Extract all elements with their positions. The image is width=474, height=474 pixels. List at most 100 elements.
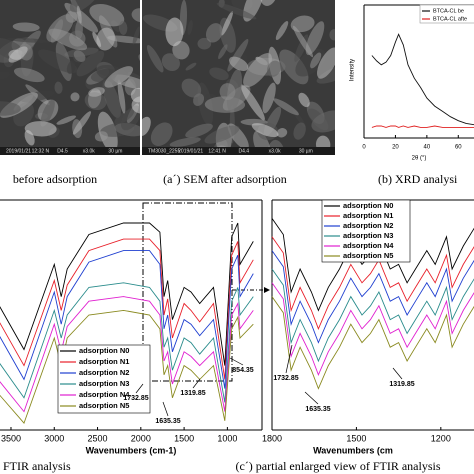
sem-flake [219,83,236,101]
sem-image: 2019/01/21 12:32 N D4.5 x3.0k 30 µm [0,0,140,155]
sem-caption: before adsorption [13,172,97,186]
x-axis-label: Wavenumbers (cm [313,445,393,455]
sem-flake [96,27,115,51]
annotation-arrow [285,344,293,374]
zoom-arrow-head [264,287,270,293]
sem-flake [102,79,121,119]
sem-flake [292,25,314,58]
series-line [0,238,254,380]
legend-label: BTCA-CL afte [433,16,467,22]
sem-flake [46,14,74,42]
sem-flake [54,81,63,94]
x-tick-label: 40 [424,145,431,151]
annotation: 854.35 [232,367,254,374]
legend-label: adsorption N1 [79,357,129,366]
series-line [371,33,474,126]
sem-flake [216,2,257,20]
sem-footer-text: x3.0k [269,148,281,154]
sem-flake [132,26,140,45]
legend-label: adsorption N0 [343,201,393,210]
sem-flake [221,11,234,36]
annotation: 1732.85 [273,375,298,382]
x-axis-label: Wavenumbers (cm-1) [86,445,177,455]
sem-flake [56,115,76,125]
sem-flake [89,3,125,27]
sem-flake [311,110,335,133]
x-tick-label: 1800 [262,433,282,443]
sem-flake [92,31,102,48]
legend-box [321,199,411,263]
annotation: 1732.85 [123,395,148,402]
sem-flake [240,84,265,121]
sem-flake [316,63,335,84]
sem-flake [187,20,193,35]
sem-flake [6,37,50,43]
sem-flake [69,0,104,13]
sem-footer-text: 2019/01/21 [178,148,203,154]
annotation-arrow [135,383,144,394]
legend-label: adsorption N4 [343,241,394,250]
sem-flake [73,50,86,63]
legend-label: adsorption N0 [79,346,129,355]
annotation-arrow [229,357,244,366]
sem-flake [329,29,335,41]
sem-flake [88,87,105,97]
legend-box [57,344,151,414]
sem-flake [75,20,83,40]
sem-footer-text: D4.4 [239,148,250,154]
annotation-arrow [392,367,403,380]
sem-flake [66,60,76,75]
series-line [271,268,474,363]
sem-footer-text: 2019/01/21 [6,148,31,154]
series-line [0,250,254,389]
sem-flake [273,98,299,116]
sem-flake [76,5,82,24]
sem-footer-text: 30 µm [299,148,313,154]
sem-flake [70,92,80,102]
legend-label: adsorption N5 [343,251,393,260]
sem-flake [204,125,240,144]
x-tick-label: 3500 [1,433,21,443]
sem-flake [169,137,201,147]
sem-flake [76,50,105,77]
series-line [371,125,474,128]
legend-label: adsorption N4 [79,390,130,399]
sem-flake [209,67,229,81]
annotation-arrow [304,391,319,405]
x-tick-label: 2500 [88,433,108,443]
sem-footer-text: 30 µm [108,148,122,154]
panel-caption: (c´) partial enlarged view of FTIR analy… [235,459,440,473]
sem-flake [290,15,315,33]
series-line [271,282,474,376]
zoom-box [142,202,233,382]
sem-footer-text: 12:41 N [208,148,226,154]
sem-images: 2019/01/21 12:32 N D4.5 x3.0k 30 µm TM3030_22… [0,0,335,155]
sem-texture [0,0,140,155]
sem-flake [185,123,213,138]
sem-caption: (a´) SEM after adsorption [163,172,287,186]
legend-label: adsorption N2 [343,221,393,230]
annotation: 1635.35 [155,418,180,425]
sem-flake [130,87,140,103]
sem-flake [251,123,279,138]
x-axis-label: 2θ (°) [412,156,427,162]
sem-flake [185,62,197,71]
series-line [271,296,474,390]
sem-flake [243,0,264,22]
sem-footer-text: x3.0k [83,148,95,154]
sem-flake [142,116,151,137]
series-line [271,236,474,330]
sem-flake [229,56,249,71]
panel-caption: ) FTIR analysis [0,459,71,473]
x-tick-label: 20 [392,145,399,151]
x-tick-label: 1000 [217,433,237,443]
sem-flake [8,46,28,63]
legend-label: adsorption N1 [343,211,393,220]
x-tick-label: 2000 [131,433,151,443]
sem-flake [24,121,57,137]
legend-label: adsorption N5 [79,401,129,410]
legend-box [419,4,474,24]
series-line [0,282,254,403]
sem-flake [293,122,306,140]
sem-flake [197,37,212,50]
